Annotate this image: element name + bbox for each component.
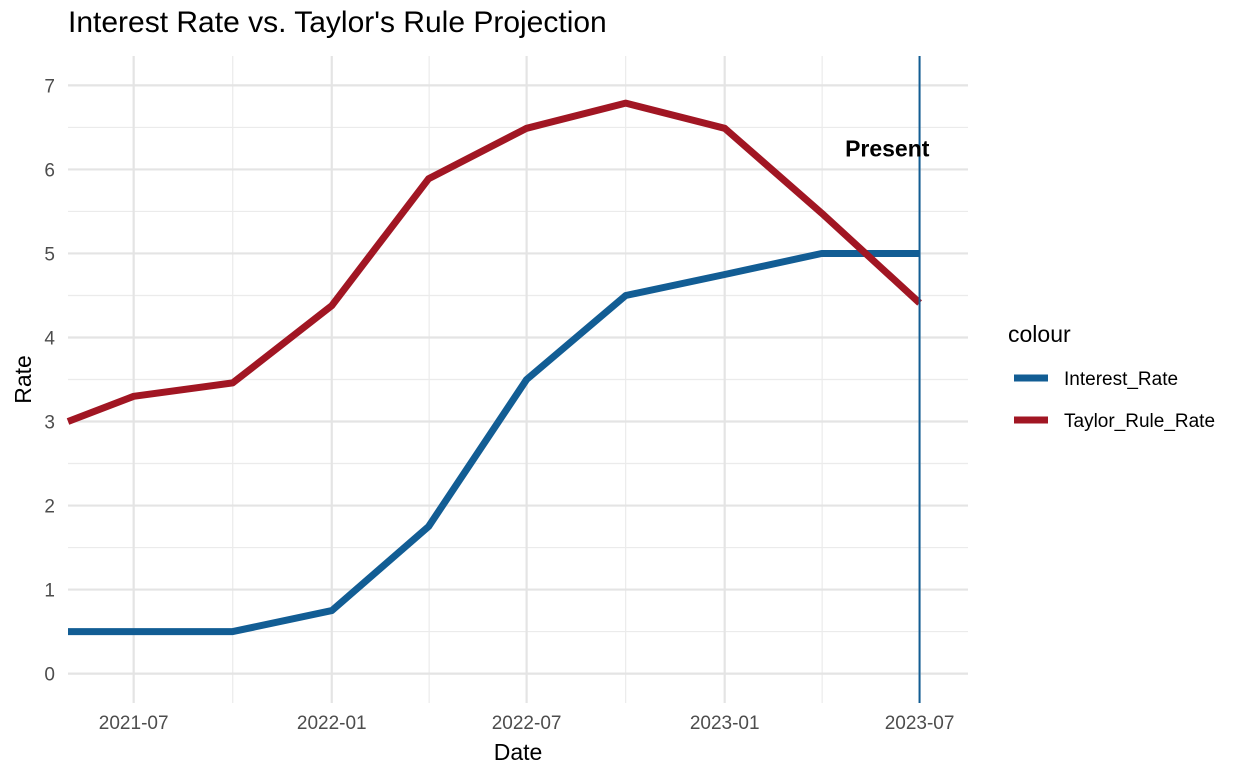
y-tick-label: 2 bbox=[44, 497, 55, 518]
legend-label: Taylor_Rule_Rate bbox=[1064, 411, 1215, 432]
y-tick-label: 5 bbox=[44, 244, 55, 265]
x-tick-label: 2022-07 bbox=[492, 713, 562, 734]
x-tick-label: 2022-01 bbox=[297, 713, 367, 734]
y-tick-label: 0 bbox=[44, 665, 55, 686]
y-tick-label: 6 bbox=[44, 160, 55, 181]
y-tick-label: 7 bbox=[44, 76, 55, 97]
x-tick-label: 2023-07 bbox=[885, 713, 955, 734]
legend: colour Interest_Rate Taylor_Rule_Rate bbox=[1008, 321, 1215, 432]
legend-title: colour bbox=[1008, 321, 1071, 347]
series-line-taylor-rule-rate bbox=[66, 99, 922, 425]
x-tick-label: 2023-01 bbox=[690, 713, 760, 734]
x-tick-label: 2021-07 bbox=[99, 713, 169, 734]
y-tick-label: 3 bbox=[44, 413, 55, 434]
y-tick-label: 1 bbox=[44, 581, 55, 602]
y-tick-label: 4 bbox=[44, 328, 55, 349]
legend-label: Interest_Rate bbox=[1064, 369, 1178, 390]
series-line-interest-rate bbox=[68, 250, 920, 636]
present-annotation: Present bbox=[845, 135, 930, 161]
y-axis-title: Rate bbox=[10, 355, 36, 404]
chart-title: Interest Rate vs. Taylor's Rule Projecti… bbox=[68, 6, 607, 39]
x-axis-title: Date bbox=[494, 739, 543, 765]
